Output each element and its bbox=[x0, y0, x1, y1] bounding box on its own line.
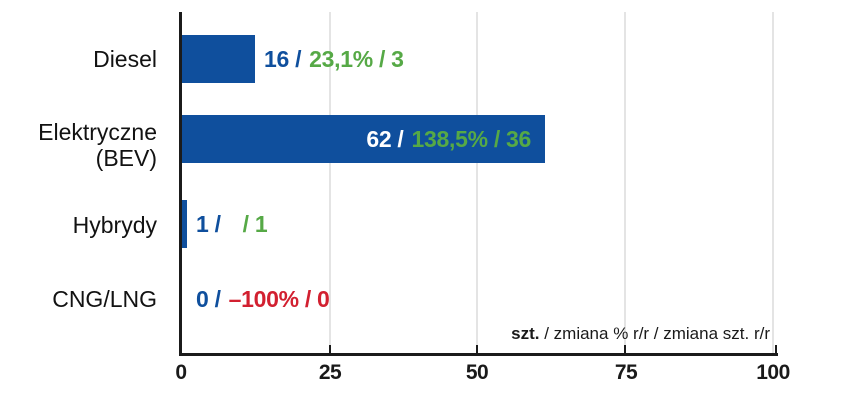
x-axis bbox=[179, 353, 778, 356]
bar-elektryczne-bev bbox=[181, 115, 546, 163]
x-tick-50 bbox=[476, 345, 478, 353]
annotation-count: 62 / bbox=[366, 125, 404, 152]
annotation-diesel: 16 / 23,1% / 3 bbox=[264, 35, 404, 83]
annotation-change: 23,1% / 3 bbox=[309, 45, 404, 72]
gridline-75 bbox=[624, 12, 626, 353]
x-tick-label-50: 50 bbox=[465, 361, 489, 384]
x-tick-25 bbox=[329, 345, 331, 353]
annotation-count: 0 / bbox=[196, 285, 221, 312]
annotation-change: –100% / 0 bbox=[228, 285, 330, 312]
annotation-count: 16 / bbox=[264, 45, 302, 72]
category-label-elektryczne-bev: Elektryczne (BEV) bbox=[0, 119, 157, 171]
units-footnote-bold: szt. bbox=[511, 324, 540, 343]
category-label-diesel: Diesel bbox=[93, 46, 157, 72]
units-footnote-rest: / zmiana % r/r / zmiana szt. r/r bbox=[539, 324, 770, 343]
annotation-change: 138,5% / 36 bbox=[411, 125, 532, 152]
annotation-elektryczne-bev: 62 / 138,5% / 36 bbox=[181, 115, 531, 163]
category-label-hybrydy: Hybrydy bbox=[72, 212, 157, 238]
gridline-25 bbox=[329, 12, 331, 353]
x-tick-label-75: 75 bbox=[614, 361, 638, 384]
bar-hybrydy bbox=[181, 200, 187, 248]
x-tick-label-0: 0 bbox=[175, 361, 187, 384]
units-footnote: szt. / zmiana % r/r / zmiana szt. r/r bbox=[511, 324, 770, 344]
bar-diesel bbox=[181, 35, 255, 83]
x-tick-label-25: 25 bbox=[318, 361, 342, 384]
x-tick-label-100: 100 bbox=[756, 361, 790, 384]
category-label-line2: (BEV) bbox=[95, 145, 157, 171]
category-label-cng-lng: CNG/LNG bbox=[52, 286, 157, 312]
gridline-100 bbox=[772, 12, 774, 353]
annotation-change: / 1 bbox=[242, 210, 268, 237]
x-tick-100 bbox=[775, 345, 777, 353]
annotation-count: 1 / bbox=[196, 210, 221, 237]
y-axis bbox=[179, 12, 182, 356]
category-label-line1: Elektryczne bbox=[38, 119, 157, 145]
annotation-cng-lng: 0 / –100% / 0 bbox=[196, 275, 330, 323]
gridline-50 bbox=[476, 12, 478, 353]
x-tick-75 bbox=[624, 345, 626, 353]
annotation-hybrydy: 1 / / 1 bbox=[196, 200, 268, 248]
